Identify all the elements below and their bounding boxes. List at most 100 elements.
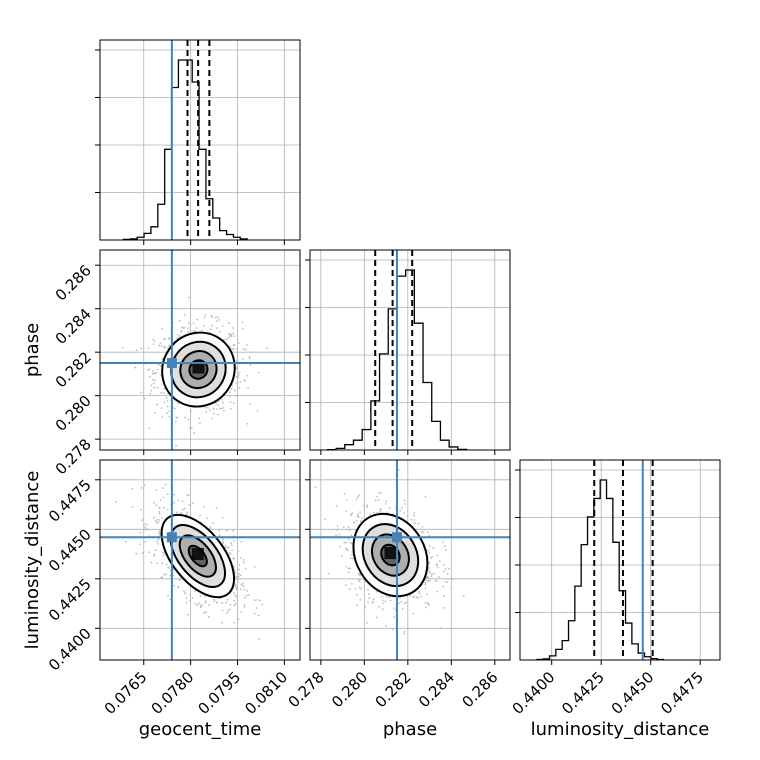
truth-marker (166, 358, 177, 369)
scatter-panel-phase-luminosity-distance (305, 459, 511, 665)
sample-point (261, 603, 264, 606)
sample-point (427, 576, 429, 579)
panel-frame (309, 249, 511, 451)
truth-marker (166, 532, 177, 543)
sample-point (357, 516, 360, 518)
sample-point (230, 544, 233, 546)
sample-point (355, 519, 358, 522)
sample-point (409, 594, 412, 597)
sample-point (162, 506, 165, 509)
sample-point (380, 595, 383, 598)
sample-point (358, 586, 361, 589)
sample-point (406, 515, 409, 518)
sample-point (233, 389, 236, 392)
sample-point (204, 314, 207, 316)
sample-point (256, 409, 259, 412)
sample-point (436, 566, 439, 569)
sample-point (153, 501, 155, 504)
sample-point (220, 407, 223, 410)
sample-point (248, 356, 251, 358)
sample-point (436, 554, 439, 557)
sample-point (375, 616, 378, 619)
sample-point (435, 563, 438, 566)
sample-point (148, 375, 151, 378)
sample-point (235, 381, 238, 384)
hist-panel-geocent-time (95, 39, 301, 245)
sample-point (357, 579, 360, 582)
sample-point (216, 408, 219, 411)
sample-point (234, 583, 237, 586)
sample-point (218, 319, 220, 321)
sample-point (397, 469, 400, 471)
sample-point (399, 509, 402, 512)
sample-point (233, 402, 236, 405)
sample-point (163, 573, 166, 576)
sample-point (428, 562, 431, 564)
sample-point (442, 585, 445, 588)
sample-point (154, 520, 157, 522)
sample-point (148, 551, 151, 554)
sample-point (226, 612, 229, 614)
sample-point (157, 538, 160, 541)
sample-point (228, 551, 231, 554)
sample-point (169, 598, 172, 601)
sample-point (348, 588, 351, 590)
sample-point (379, 492, 382, 495)
sample-point (234, 585, 237, 588)
sample-point (355, 498, 358, 501)
sample-point (338, 533, 341, 536)
sample-point (185, 513, 188, 516)
sample-point (249, 363, 252, 366)
sample-point (236, 359, 238, 362)
sample-point (187, 322, 190, 324)
sample-point (189, 324, 192, 326)
x-axis-label-geocent-time: geocent_time (139, 719, 262, 740)
sample-point (424, 583, 427, 586)
sample-point (168, 344, 170, 347)
sample-point (232, 540, 235, 542)
sample-point (140, 347, 143, 350)
sample-point (371, 601, 374, 604)
sample-point (209, 527, 212, 530)
sample-point (207, 616, 210, 618)
sample-point (358, 580, 361, 583)
sample-point (401, 607, 404, 610)
sample-point (234, 595, 236, 597)
sample-point (249, 403, 252, 406)
sample-point (156, 368, 159, 371)
contour-line (187, 544, 208, 568)
sample-point (233, 604, 236, 607)
sample-point (236, 347, 238, 350)
sample-point (195, 327, 198, 330)
sample-point (212, 412, 215, 415)
sample-point (234, 602, 237, 605)
sample-point (393, 616, 396, 618)
sample-point (239, 588, 242, 591)
sample-point (359, 574, 361, 577)
sample-point (199, 514, 201, 517)
sample-point (439, 627, 442, 629)
x-tick-label-geocent-time: 0.0810 (241, 668, 291, 718)
sample-point (193, 329, 195, 332)
sample-point (238, 371, 241, 374)
sample-point (349, 557, 352, 560)
sample-point (235, 577, 238, 580)
sample-point (442, 606, 445, 609)
sample-point (253, 565, 256, 568)
sample-point (240, 540, 243, 543)
sample-point (134, 366, 136, 369)
sample-point (444, 548, 447, 551)
sample-point (444, 581, 447, 584)
sample-point (235, 586, 238, 589)
x-tick-label-luminosity-distance: 0.4475 (657, 668, 707, 718)
sample-point (167, 594, 169, 597)
sample-point (368, 597, 371, 599)
sample-point (376, 495, 378, 498)
sample-point (135, 349, 138, 352)
sample-point (401, 506, 403, 509)
sample-point (186, 613, 189, 616)
sample-point (246, 589, 248, 592)
sample-point (227, 546, 230, 549)
sample-point (345, 541, 347, 544)
sample-point (238, 386, 241, 389)
